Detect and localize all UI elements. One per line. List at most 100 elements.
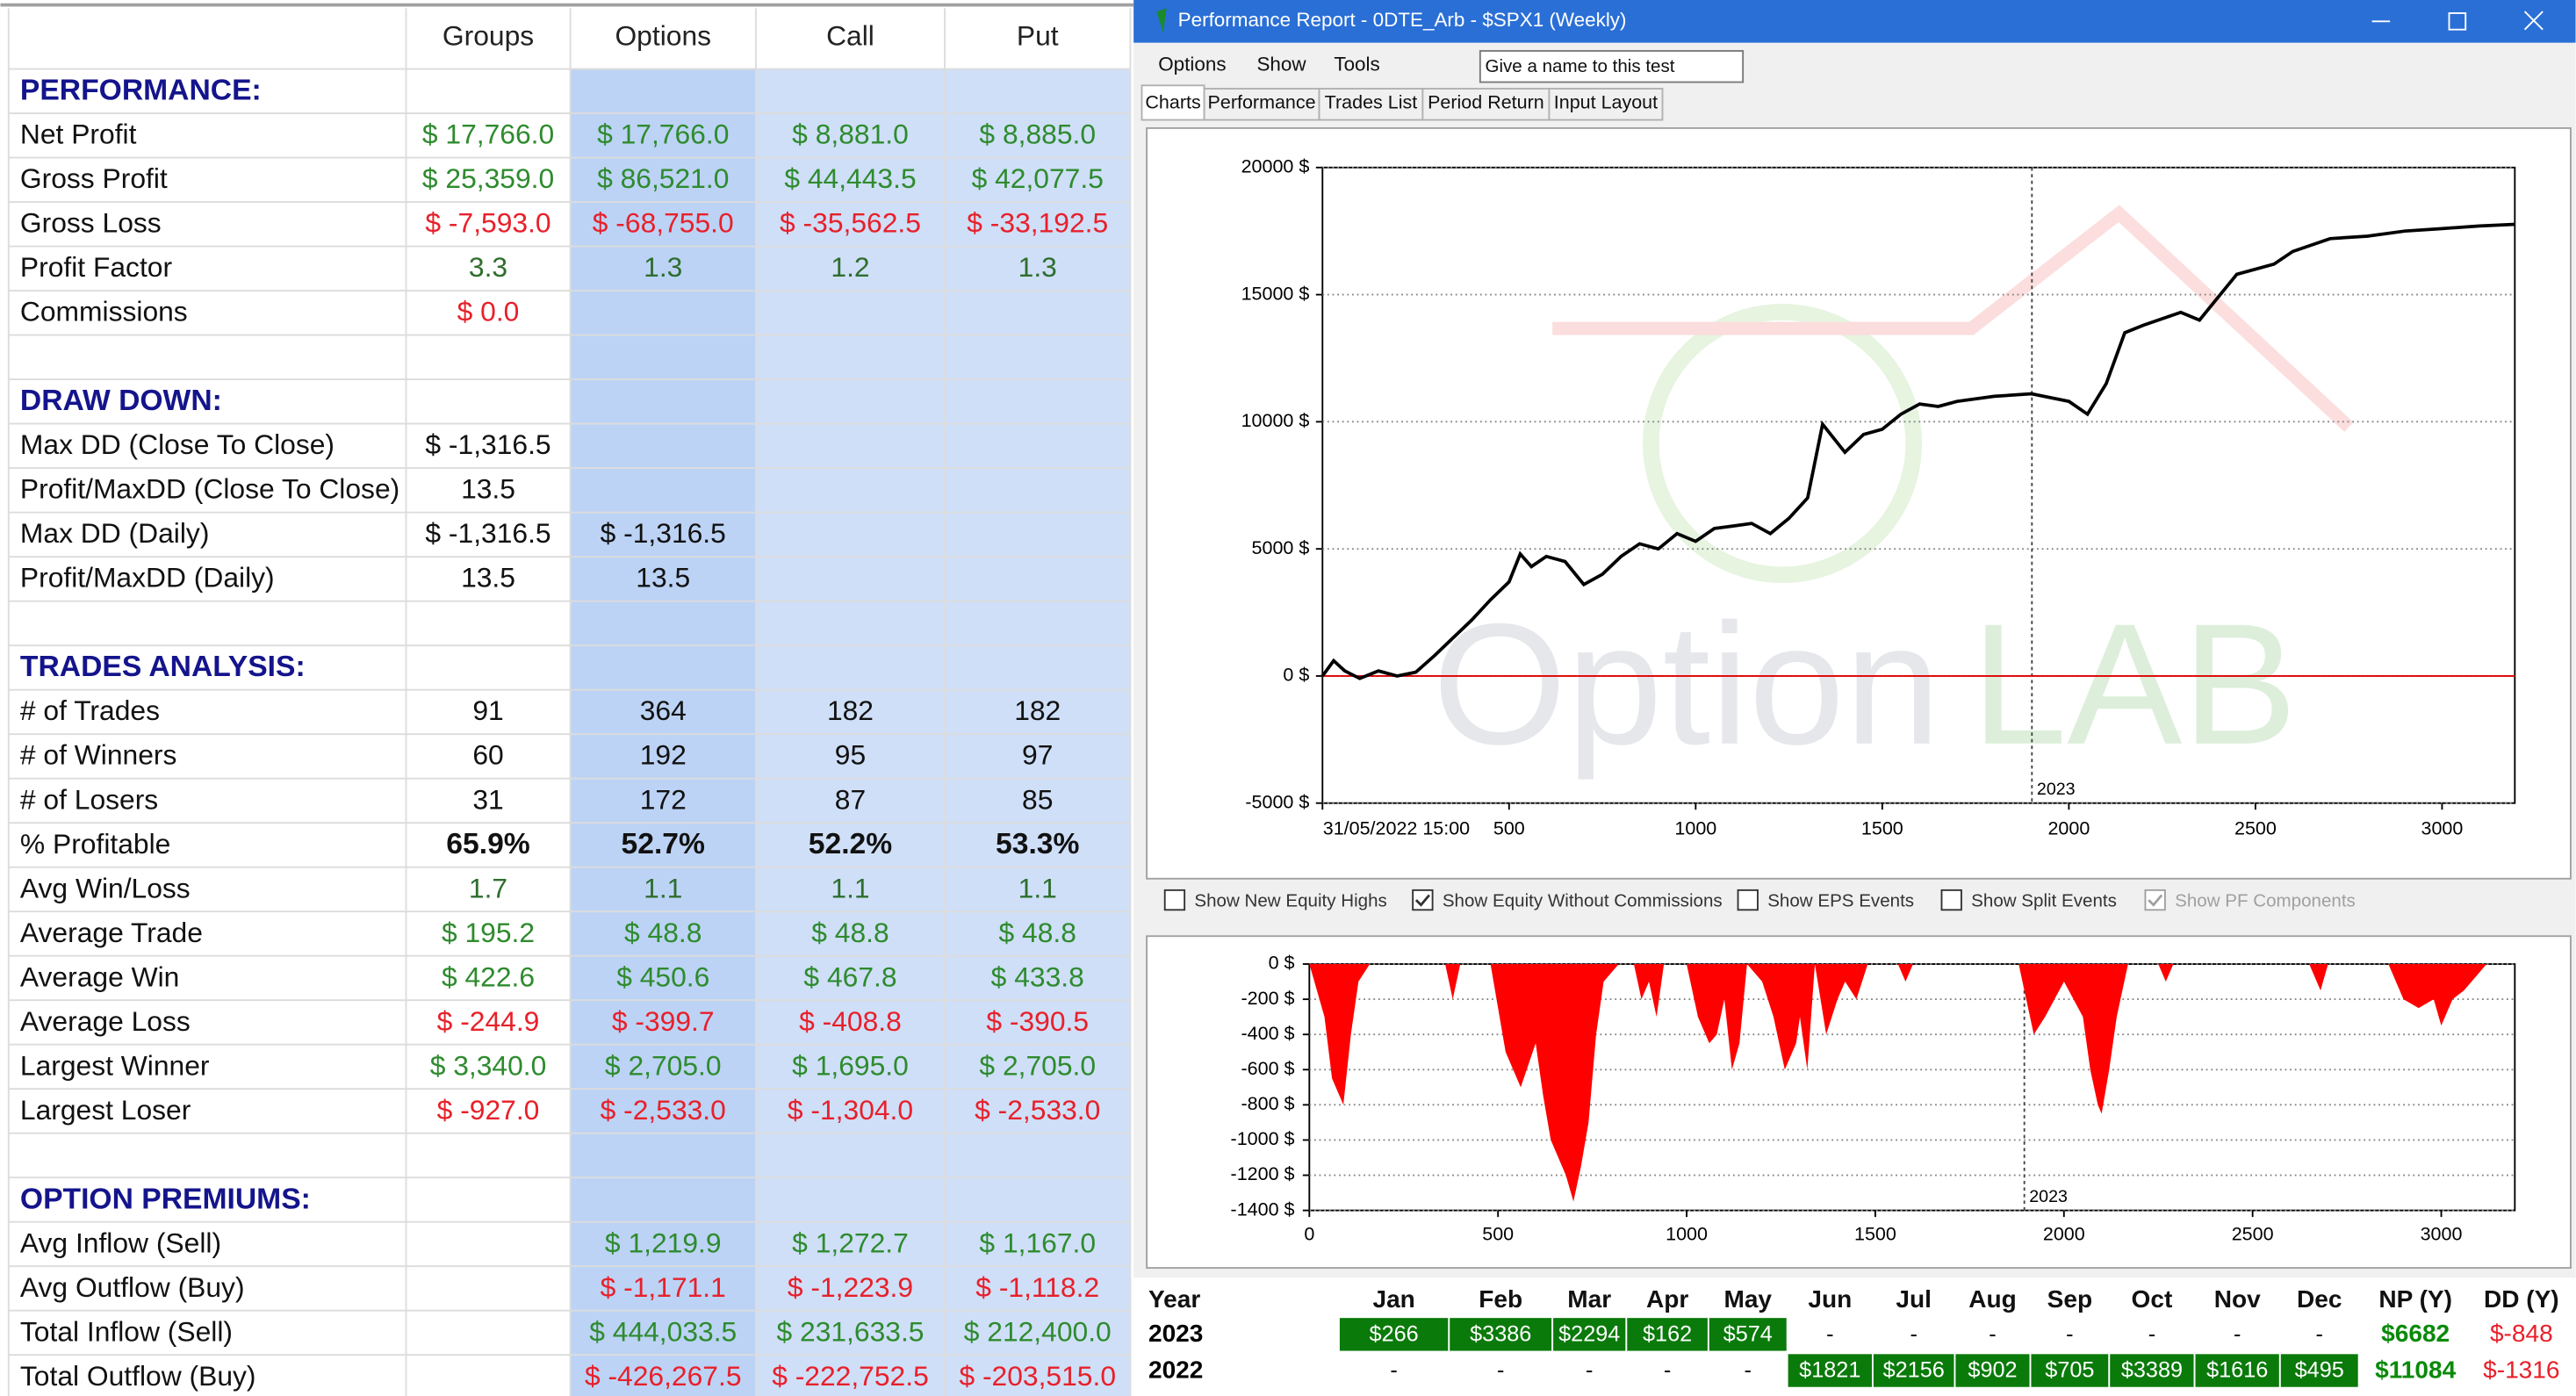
cell-value: 95 <box>835 739 866 771</box>
menu-item[interactable]: Show <box>1256 54 1306 76</box>
watermark: Option LAB <box>1433 205 2354 781</box>
name-box[interactable] <box>1479 50 1745 83</box>
cell-value: 91 <box>472 694 503 726</box>
month-value: - <box>1664 1358 1671 1383</box>
x-tick-label: 500 <box>1482 1223 1514 1244</box>
row-label: Average Loss <box>20 1005 191 1037</box>
column-header: Call <box>826 19 874 51</box>
app-icon <box>1156 8 1167 33</box>
checkbox[interactable] <box>1940 889 1962 911</box>
cell-value: $ 1,695.0 <box>792 1049 909 1081</box>
checkbox[interactable] <box>1412 889 1434 911</box>
y-tick-label: 0 $ <box>1269 953 1295 974</box>
month-header: Sep <box>2047 1285 2092 1313</box>
month-value: $3389 <box>2121 1358 2183 1383</box>
checkbox[interactable] <box>1737 889 1759 911</box>
tab[interactable] <box>1140 84 1205 121</box>
checkbox-label[interactable]: Show Equity Without Commissions <box>1443 890 1723 910</box>
cell-value: 3.3 <box>469 251 507 283</box>
section-title: TRADES ANALYSIS: <box>20 651 306 683</box>
section-title: DRAW DOWN: <box>20 385 222 417</box>
section-title: OPTION PREMIUMS: <box>20 1183 311 1215</box>
y-tick-label: -800 $ <box>1241 1093 1295 1114</box>
checkbox-label[interactable]: Show EPS Events <box>1767 890 1914 910</box>
month-value: $162 <box>1643 1321 1692 1346</box>
y-tick-label: 10000 $ <box>1241 410 1310 431</box>
month-value: $574 <box>1723 1321 1773 1346</box>
cell-value: 1.7 <box>469 872 507 903</box>
month-header: Apr <box>1646 1285 1688 1313</box>
month-cell <box>2193 1352 2281 1389</box>
menu-item[interactable]: Tools <box>1334 54 1379 76</box>
cell-value: 1.2 <box>831 251 869 283</box>
drawdown-area <box>1309 964 2515 1202</box>
row-label: Max DD (Close To Close) <box>20 428 335 460</box>
cell-value: $ 17,766.0 <box>597 119 729 150</box>
row-label: Total Inflow (Sell) <box>20 1315 233 1347</box>
checkbox[interactable] <box>1163 889 1186 911</box>
cell-value: $ 0.0 <box>457 296 520 327</box>
name-box-text: Give a name to this test <box>1485 56 1674 76</box>
cell-value: $ 422.6 <box>442 961 535 992</box>
month-value: 2022 <box>1148 1356 1203 1383</box>
month-cell <box>2278 1352 2360 1389</box>
cell-value: $ 25,359.0 <box>422 162 554 194</box>
month-value: 2023 <box>1148 1320 1203 1347</box>
cell-value: $ -927.0 <box>437 1094 540 1126</box>
month-header: Year <box>1148 1285 1200 1313</box>
checkbox-label[interactable]: Show New Equity Highs <box>1194 890 1386 910</box>
tab-label[interactable]: Trades List <box>1325 92 1418 113</box>
cell-value: 52.2% <box>809 828 893 860</box>
cell-value: 85 <box>1022 783 1053 815</box>
y-tick-label: 0 $ <box>1283 665 1309 686</box>
cell-value: $ 444,033.5 <box>589 1315 737 1347</box>
month-value: $2294 <box>1558 1321 1620 1346</box>
x-tick-label: 1000 <box>1666 1223 1708 1244</box>
cell-value: $ -399.7 <box>612 1005 715 1037</box>
cell-value: 172 <box>640 783 687 815</box>
x-tick-label: 3000 <box>2421 817 2464 838</box>
year-marker-label: 2023 <box>2037 780 2076 799</box>
y-tick-label: 15000 $ <box>1241 283 1310 304</box>
cell-value: $ -1,171.1 <box>601 1271 726 1303</box>
cell-value: $ -408.8 <box>799 1005 902 1037</box>
cell-value: 53.3% <box>996 828 1080 860</box>
checkbox[interactable] <box>2144 889 2166 911</box>
checkmark <box>2148 894 2163 907</box>
cell-value: $ 3,340.0 <box>430 1049 547 1081</box>
tab-label[interactable]: Period Return <box>1428 92 1544 113</box>
cell-value: $ -35,562.5 <box>780 207 921 239</box>
cell-value: $ -244.9 <box>437 1005 540 1037</box>
x-tick-label: 0 <box>1304 1223 1314 1244</box>
y-tick-label: -5000 $ <box>1245 791 1309 812</box>
cell-value: $ 42,077.5 <box>972 162 1104 194</box>
row-label: Net Profit <box>20 119 137 150</box>
checkbox-label[interactable]: Show Split Events <box>1971 890 2117 910</box>
cell-value: $ 1,219.9 <box>605 1227 722 1258</box>
x-tick-label: 2500 <box>2234 817 2277 838</box>
row-label: Gross Profit <box>20 162 168 194</box>
cell-value: 1.3 <box>644 251 682 283</box>
column-header: Put <box>1017 19 1059 51</box>
tab-label[interactable]: Charts <box>1145 92 1200 113</box>
row-label: # of Trades <box>20 694 160 726</box>
cell-value: $ 2,705.0 <box>979 1049 1096 1081</box>
close-button[interactable] <box>2523 11 2544 31</box>
tab-label[interactable]: Input Layout <box>1554 92 1658 113</box>
maximize-button[interactable] <box>2448 12 2467 31</box>
cell-value: $ 48.8 <box>624 917 702 948</box>
checkbox-label[interactable]: Show PF Components <box>2175 890 2356 910</box>
month-value: $1821 <box>1799 1358 1860 1383</box>
cell-value: $ -203,515.0 <box>959 1360 1116 1392</box>
x-tick-label: 1000 <box>1674 817 1716 838</box>
cell-value: $ -2,533.0 <box>975 1094 1100 1126</box>
equity-line <box>1320 222 2515 680</box>
row-label: Commissions <box>20 296 188 327</box>
row-label: Average Win <box>20 961 179 992</box>
row-label: Profit/MaxDD (Close To Close) <box>20 473 399 505</box>
tab[interactable] <box>1548 88 1664 121</box>
x-tick-label: 2000 <box>2043 1223 2085 1244</box>
menu-item[interactable]: Options <box>1158 54 1226 76</box>
tab-label[interactable]: Performance <box>1208 92 1316 113</box>
